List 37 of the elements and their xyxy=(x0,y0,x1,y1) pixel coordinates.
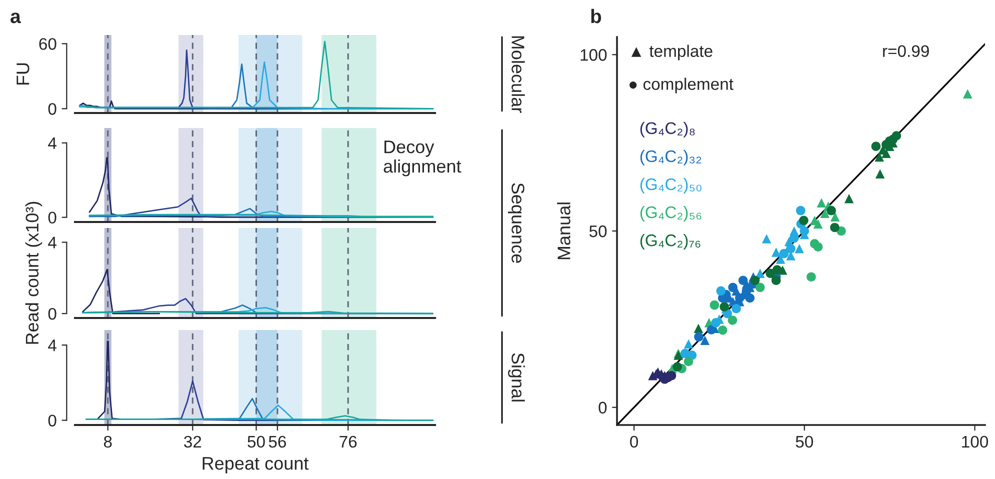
y-axis-title: Read count (x10³) xyxy=(25,202,42,344)
x-tick-label: 32 xyxy=(184,436,202,448)
x-tick-label: 50 xyxy=(248,436,265,448)
y-axis-title: FU xyxy=(16,63,30,85)
y-tick-label: 4 xyxy=(48,137,56,149)
text: Sequence xyxy=(508,183,524,263)
chart-title: b xyxy=(591,8,602,24)
y-tick-label: 50 xyxy=(589,225,607,238)
annotation: ● complement xyxy=(629,78,734,94)
y-tick-label: 60 xyxy=(39,38,56,50)
x-tick-label: 56 xyxy=(268,436,286,448)
text: (G₄C₂)₅₀ xyxy=(640,178,702,194)
y-tick-label: 100 xyxy=(580,49,607,61)
text: Signal xyxy=(508,353,525,402)
text: (G₄C₂)₇₆ xyxy=(640,234,700,250)
y-tick-label: 4 xyxy=(48,236,56,248)
chart-title: a xyxy=(10,12,21,24)
y-tick-label: 4 xyxy=(48,340,56,352)
x-tick-label: 0 xyxy=(630,436,638,448)
y-tick-label: 0 xyxy=(48,308,56,320)
y-tick-label: 0 xyxy=(48,103,56,115)
y-tick-label: 0 xyxy=(48,212,56,224)
text: Molecular xyxy=(512,36,525,113)
annotation: r=0.99 xyxy=(883,45,929,57)
y-tick-label: 0 xyxy=(598,402,607,414)
y-tick-label: 0 xyxy=(48,414,56,426)
text: (G₄C₂)₅₆ xyxy=(640,206,702,222)
x-tick-label: 8 xyxy=(104,436,112,448)
x-axis-title: Repeat count xyxy=(202,457,309,474)
x-tick-label: 50 xyxy=(796,436,814,448)
x-tick-label: 76 xyxy=(340,436,357,448)
text: (G₄C₂)₈ xyxy=(640,122,695,138)
text: (G₄C₂)₃₂ xyxy=(640,150,702,166)
y-axis-title: Manual xyxy=(557,202,570,260)
x-tick-label: 100 xyxy=(962,436,988,448)
text: Decoy alignment xyxy=(384,140,462,176)
annotation: ▲ template xyxy=(631,44,712,60)
